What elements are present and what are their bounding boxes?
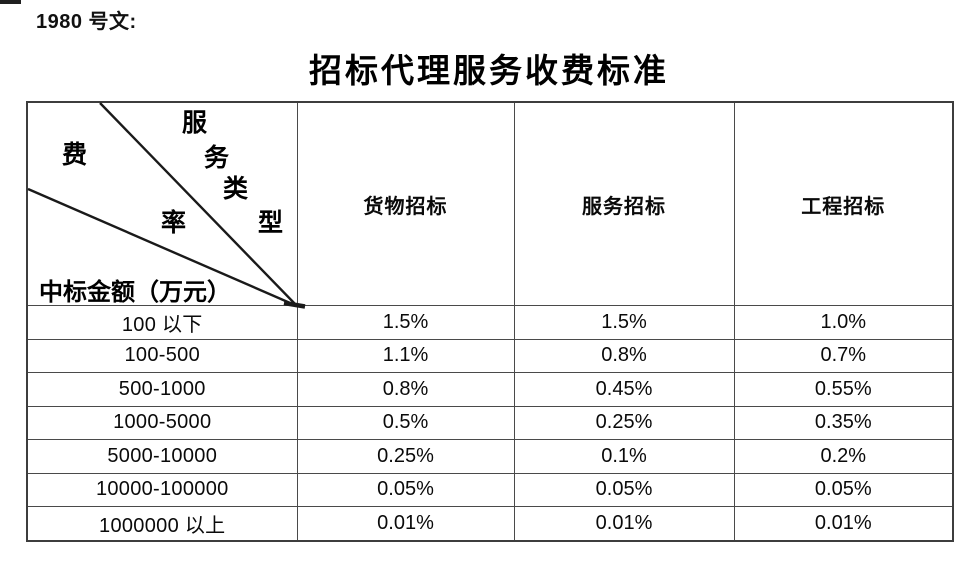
rate-cell: 1.5% bbox=[513, 305, 735, 340]
rate-cell: 0.35% bbox=[733, 405, 954, 440]
table-row: 1000000 以上 0.01% 0.01% 0.01% bbox=[26, 506, 954, 541]
rate-cell: 0.2% bbox=[733, 439, 954, 474]
corner-label-rate-char: 率 bbox=[161, 210, 187, 237]
table-header-row: 服 务 类 型 费 率 中标金额（万元） 货物招标 服务招标 工程招标 bbox=[26, 101, 954, 309]
table-row: 100 以下 1.5% 1.5% 1.0% bbox=[26, 305, 954, 340]
rate-cell: 1.0% bbox=[733, 305, 954, 340]
amount-range-cell: 5000-10000 bbox=[26, 439, 298, 474]
amount-range-cell: 100 以下 bbox=[26, 305, 298, 340]
rate-cell: 0.1% bbox=[513, 439, 735, 474]
table-row: 500-1000 0.8% 0.45% 0.55% bbox=[26, 372, 954, 407]
rate-cell: 1.5% bbox=[296, 305, 515, 340]
rate-cell: 0.01% bbox=[513, 506, 735, 541]
amount-range-cell: 10000-100000 bbox=[26, 472, 298, 507]
corner-label-service-char1: 服 bbox=[182, 110, 208, 137]
table-row: 1000-5000 0.5% 0.25% 0.35% bbox=[26, 405, 954, 440]
corner-label-amount: 中标金额（万元） bbox=[39, 280, 231, 306]
rate-cell: 0.45% bbox=[513, 372, 735, 407]
corner-label-service-char3: 类 bbox=[223, 176, 249, 203]
diagonal-divider-lines bbox=[27, 102, 306, 309]
table-row: 10000-100000 0.05% 0.05% 0.05% bbox=[26, 472, 954, 507]
rate-cell: 0.7% bbox=[733, 338, 954, 373]
page-title: 招标代理服务收费标准 bbox=[309, 54, 669, 90]
rate-cell: 1.1% bbox=[296, 338, 515, 373]
amount-range-cell: 1000000 以上 bbox=[26, 506, 298, 541]
amount-range-cell: 1000-5000 bbox=[26, 405, 298, 440]
column-header-service: 服务招标 bbox=[513, 101, 735, 306]
rate-cell: 0.8% bbox=[296, 372, 515, 407]
rate-cell: 0.8% bbox=[513, 338, 735, 373]
document-reference: 1980 号文: bbox=[36, 11, 137, 33]
column-header-engineering: 工程招标 bbox=[733, 101, 954, 306]
rate-cell: 0.01% bbox=[733, 506, 954, 541]
corner-label-fee-char: 费 bbox=[62, 142, 88, 169]
amount-range-cell: 100-500 bbox=[26, 338, 298, 373]
rate-cell: 0.01% bbox=[296, 506, 515, 541]
column-header-goods: 货物招标 bbox=[296, 101, 515, 306]
corner-label-service-char2: 务 bbox=[204, 145, 230, 172]
fee-rate-table: 服 务 类 型 费 率 中标金额（万元） 货物招标 服务招标 工程招标 100 … bbox=[26, 101, 954, 542]
rate-cell: 0.25% bbox=[513, 405, 735, 440]
rate-cell: 0.05% bbox=[296, 472, 515, 507]
table-row: 100-500 1.1% 0.8% 0.7% bbox=[26, 338, 954, 373]
rate-cell: 0.05% bbox=[513, 472, 735, 507]
table-row: 5000-10000 0.25% 0.1% 0.2% bbox=[26, 439, 954, 474]
rate-cell: 0.55% bbox=[733, 372, 954, 407]
amount-range-cell: 500-1000 bbox=[26, 372, 298, 407]
rate-cell: 0.25% bbox=[296, 439, 515, 474]
corner-label-service-char4: 型 bbox=[258, 210, 284, 237]
rate-cell: 0.05% bbox=[733, 472, 954, 507]
corner-header-cell: 服 务 类 型 费 率 中标金额（万元） bbox=[26, 101, 306, 309]
scan-artifact-mark bbox=[0, 0, 21, 4]
rate-cell: 0.5% bbox=[296, 405, 515, 440]
